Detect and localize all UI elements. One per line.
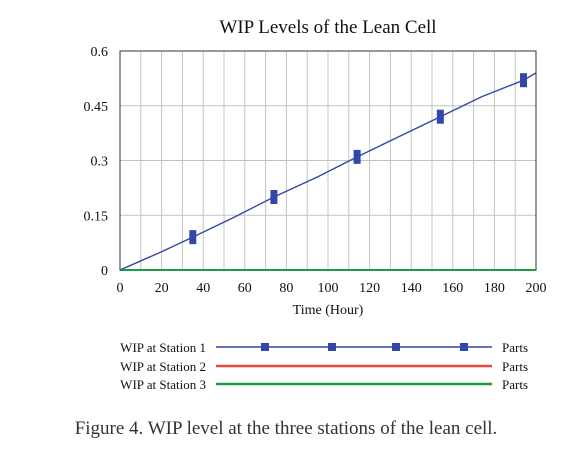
legend-unit: Parts	[502, 377, 528, 392]
x-tick-label: 200	[526, 281, 547, 296]
x-tick-label: 180	[484, 281, 505, 296]
x-tick-label: 60	[238, 281, 252, 296]
x-tick-label: 40	[196, 281, 210, 296]
grid	[120, 51, 536, 270]
y-tick-label: 0	[101, 264, 108, 279]
legend-marker	[261, 343, 269, 351]
x-axis-ticks: 0 20 40 60 80 100 120 140 160 180 200	[117, 281, 547, 296]
y-tick-label: 0.3	[91, 155, 109, 170]
x-tick-label: 140	[401, 281, 422, 296]
y-tick-label: 0.15	[84, 209, 109, 224]
legend-label: WIP at Station 2	[120, 359, 206, 374]
y-tick-label: 0.45	[84, 100, 109, 115]
legend-label: WIP at Station 1	[120, 340, 206, 355]
series-line-station-1	[119, 72, 537, 271]
wip-chart: WIP Levels of the Lean Cell 0 0.15 0.3 0.45…	[84, 17, 547, 392]
x-tick-label: 0	[117, 281, 124, 296]
data-point	[436, 109, 444, 124]
data-point	[270, 190, 278, 204]
legend-unit: Parts	[502, 340, 528, 355]
legend: WIP at Station 1 Parts WIP at Station 2 Par…	[120, 340, 528, 392]
data-point	[353, 149, 361, 164]
data-point	[520, 73, 528, 88]
legend-unit: Parts	[502, 359, 528, 374]
legend-marker	[392, 343, 400, 351]
x-tick-label: 100	[318, 281, 339, 296]
data-point	[189, 230, 197, 245]
series-lines	[119, 72, 537, 271]
x-tick-label: 20	[155, 281, 169, 296]
legend-label: WIP at Station 3	[120, 377, 206, 392]
x-tick-label: 160	[442, 281, 463, 296]
chart-title: WIP Levels of the Lean Cell	[219, 17, 436, 38]
legend-marker	[328, 343, 336, 351]
x-axis-label: Time (Hour)	[293, 303, 364, 318]
y-tick-label: 0.6	[91, 45, 109, 60]
figure-caption: Figure 4. WIP level at the three station…	[74, 418, 498, 439]
y-axis-ticks: 0 0.15 0.3 0.45 0.6	[84, 45, 109, 279]
x-tick-label: 120	[359, 281, 380, 296]
legend-marker	[460, 343, 468, 351]
x-tick-label: 80	[279, 281, 293, 296]
